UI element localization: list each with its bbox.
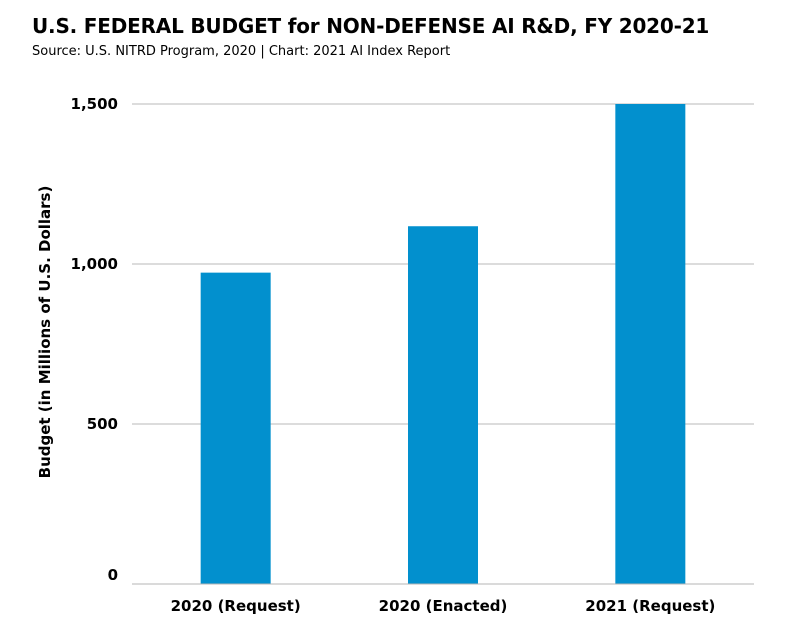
x-tick-label: 2020 (Enacted) xyxy=(379,597,508,615)
bars xyxy=(200,104,686,585)
y-tick-label: 1,000 xyxy=(71,255,118,273)
y-tick-label: 1,500 xyxy=(71,95,118,113)
bar xyxy=(408,226,478,585)
chart-title: U.S. FEDERAL BUDGET for NON-DEFENSE AI R… xyxy=(32,14,710,38)
x-tick-labels: 2020 (Request) 2020 (Enacted) 2021 (Reques… xyxy=(171,597,716,615)
bar xyxy=(200,272,271,584)
y-tick-label: 500 xyxy=(87,415,118,433)
y-tick-labels: 0 500 1,000 1,500 xyxy=(71,95,118,584)
y-axis-label: Budget (in Millions of U.S. Dollars) xyxy=(36,186,54,479)
bar xyxy=(615,104,686,584)
x-tick-label: 2020 (Request) xyxy=(171,597,301,615)
x-tick-label: 2021 (Request) xyxy=(585,597,715,615)
chart-subtitle: Source: U.S. NITRD Program, 2020 | Chart… xyxy=(32,44,451,59)
y-tick-label: 0 xyxy=(108,566,118,584)
